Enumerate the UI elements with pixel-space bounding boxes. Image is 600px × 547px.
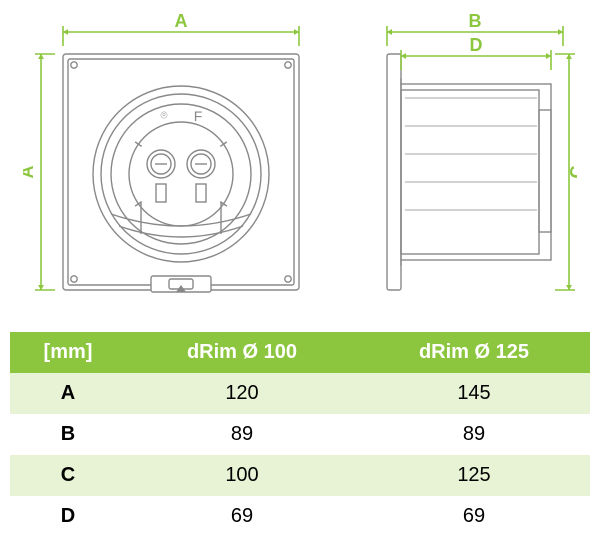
svg-text:A: A [175,14,188,31]
col-header-unit: [mm] [10,332,126,373]
dimensions-table: [mm] dRim Ø 100 dRim Ø 125 A120145B8989C… [10,332,590,537]
side-view: BD C [347,14,577,310]
col-header-d100: dRim Ø 100 [126,332,358,373]
table-row: D6969 [10,496,590,537]
row-value: 69 [126,496,358,537]
svg-text:F: F [194,108,203,124]
row-value: 145 [358,373,590,414]
front-view: ⌾ F A A [23,14,323,310]
svg-text:B: B [469,14,482,31]
row-key: B [10,414,126,455]
table-row: C100125 [10,455,590,496]
svg-text:D: D [470,35,483,55]
row-value: 69 [358,496,590,537]
row-key: D [10,496,126,537]
svg-text:⌾: ⌾ [160,108,167,122]
col-header-d125: dRim Ø 125 [358,332,590,373]
row-value: 100 [126,455,358,496]
svg-text:A: A [23,166,37,179]
row-key: C [10,455,126,496]
diagram-area: ⌾ F A A BD C [10,14,590,310]
row-value: 120 [126,373,358,414]
svg-text:C: C [567,166,577,179]
table-row: B8989 [10,414,590,455]
row-value: 89 [126,414,358,455]
row-value: 125 [358,455,590,496]
row-value: 89 [358,414,590,455]
row-key: A [10,373,126,414]
table-row: A120145 [10,373,590,414]
